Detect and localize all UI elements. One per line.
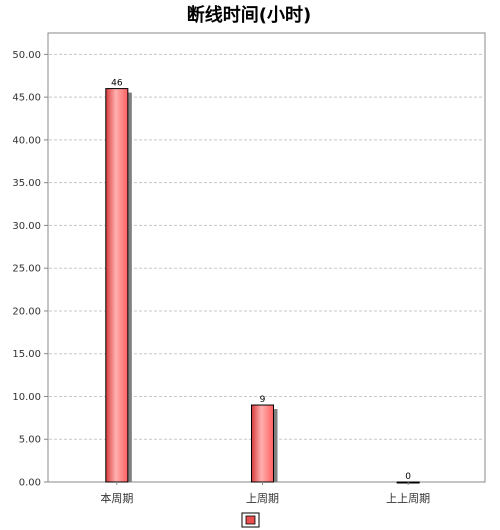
data-label: 46 xyxy=(111,79,123,89)
legend-swatch xyxy=(245,515,256,525)
y-tick-label: 45.00 xyxy=(12,93,41,104)
x-tick-label: 本周期 xyxy=(100,491,133,505)
x-axis-labels: 本周期 上周期 上上周期 xyxy=(100,482,430,505)
y-tick-label: 5.00 xyxy=(19,435,41,446)
y-tick-label: 15.00 xyxy=(12,349,41,360)
y-tick-label: 0.00 xyxy=(19,478,41,489)
bar xyxy=(105,88,129,483)
y-tick-label: 50.00 xyxy=(12,50,41,61)
bars: 46 9 0 xyxy=(105,79,420,484)
y-tick-label: 35.00 xyxy=(12,178,41,189)
y-tick-label: 40.00 xyxy=(12,135,41,146)
bar xyxy=(251,404,274,483)
legend xyxy=(241,512,260,528)
data-label: 0 xyxy=(405,472,411,482)
x-tick-label: 上上周期 xyxy=(386,492,430,505)
y-tick-label: 20.00 xyxy=(12,306,41,317)
data-label: 9 xyxy=(260,395,266,405)
y-tick-label: 30.00 xyxy=(12,221,41,232)
y-tick-label: 25.00 xyxy=(12,264,41,275)
y-axis-ticks: 0.00 5.00 10.00 15.00 20.00 25.00 30.00 35.00 40… xyxy=(12,50,48,489)
x-tick-label: 上周期 xyxy=(246,492,279,505)
y-tick-label: 10.00 xyxy=(12,392,41,403)
chart-title: 断线时间(小时) xyxy=(187,4,311,26)
